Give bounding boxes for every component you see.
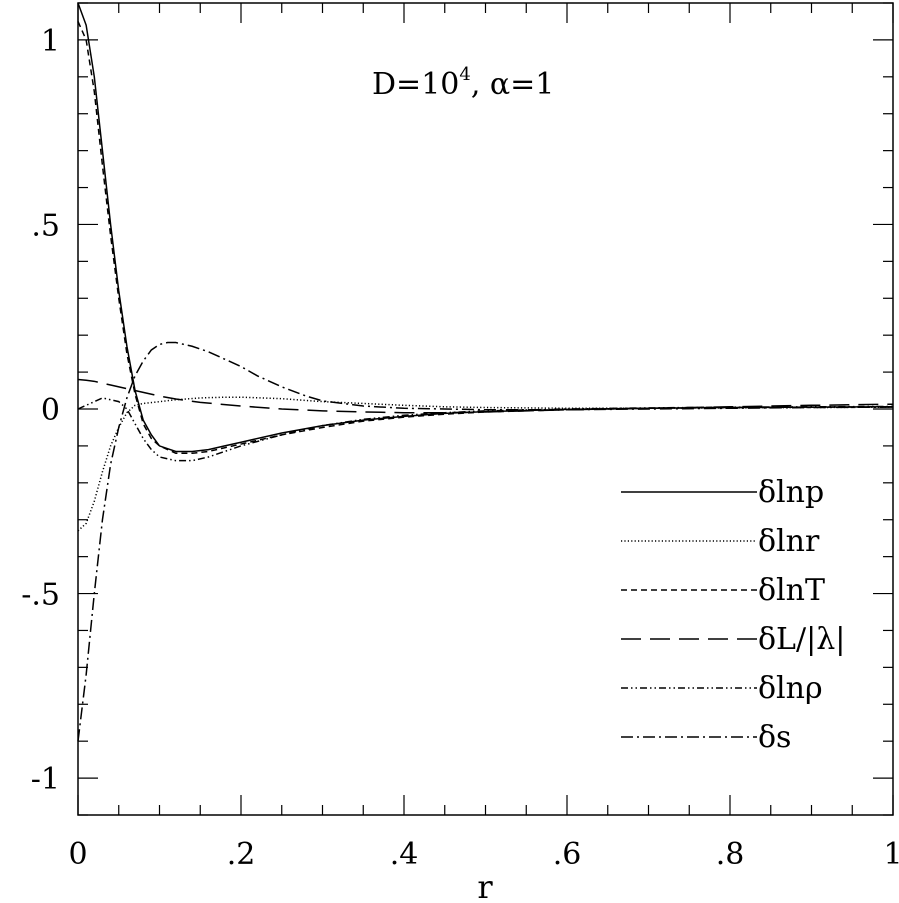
- tick-labels: 0 .2 .4 .6 .8 1 1 .5 0 -.5 -1: [21, 24, 899, 872]
- legend-label: δs: [758, 720, 791, 755]
- x-axis-title: r: [477, 868, 493, 903]
- series-line: [77, 341, 894, 742]
- series-layer: [77, 2, 894, 742]
- legend-label: δlnp: [758, 475, 824, 510]
- y-tick-label: -.5: [21, 578, 60, 613]
- series-line: [77, 378, 894, 414]
- y-tick-label: 1: [41, 24, 60, 59]
- legend-label: δlnr: [758, 524, 820, 559]
- x-tick-label: .4: [390, 837, 419, 872]
- annotation-main: D=10: [372, 67, 459, 102]
- y-tick-label: .5: [31, 208, 60, 243]
- chart-annotation: D=104, α=1: [372, 64, 554, 102]
- legend: δlnp δlnr δlnT δL/|λ| δlnρ δs: [621, 475, 845, 755]
- legend-label: δlnρ: [758, 671, 823, 706]
- x-tick-label: .2: [227, 837, 256, 872]
- y-tick-label: -1: [31, 762, 60, 797]
- series-line: [77, 396, 894, 532]
- x-tick-label: .6: [553, 837, 582, 872]
- annotation-suffix: , α=1: [471, 67, 555, 102]
- legend-label: δlnT: [758, 573, 825, 608]
- x-tick-label: 0: [68, 837, 87, 872]
- y-tick-label: 0: [41, 393, 60, 428]
- legend-label: δL/|λ|: [758, 622, 845, 657]
- x-tick-label: 1: [883, 837, 899, 872]
- annotation-superscript: 4: [459, 64, 470, 85]
- x-tick-label: .8: [716, 837, 745, 872]
- axis-ticks: [77, 2, 894, 816]
